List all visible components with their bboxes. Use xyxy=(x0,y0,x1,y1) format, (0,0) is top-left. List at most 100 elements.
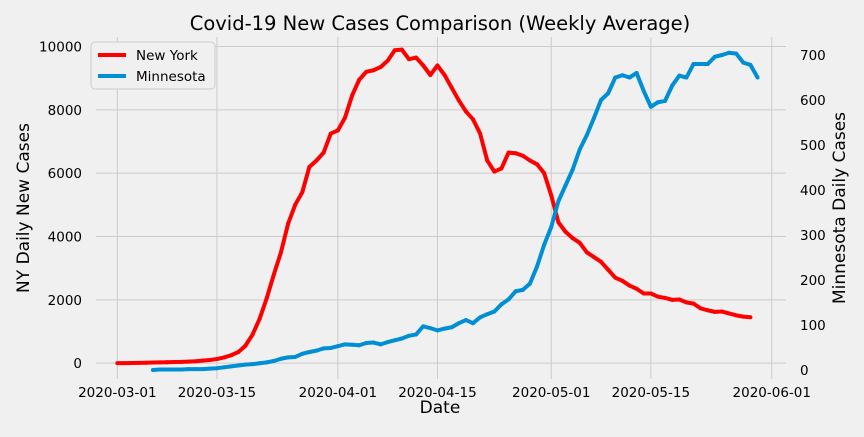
data-point-new-york xyxy=(641,291,646,296)
data-point-new-york xyxy=(115,361,120,366)
data-point-new-york xyxy=(371,68,376,73)
data-point-minnesota xyxy=(250,362,255,367)
data-point-minnesota xyxy=(698,62,703,66)
data-point-minnesota xyxy=(179,367,184,372)
data-point-new-york xyxy=(471,117,476,122)
data-point-new-york xyxy=(229,353,234,358)
data-point-minnesota xyxy=(364,341,369,345)
data-point-new-york xyxy=(670,297,675,302)
x-tick-label: 2020-04-01 xyxy=(299,385,377,401)
data-point-minnesota xyxy=(150,368,155,372)
data-point-minnesota xyxy=(670,83,675,88)
data-point-minnesota xyxy=(435,328,440,333)
data-point-minnesota xyxy=(257,361,262,366)
data-point-minnesota xyxy=(549,224,554,229)
data-point-minnesota xyxy=(300,351,305,356)
y-left-tick-label: 10000 xyxy=(39,40,82,56)
data-point-new-york xyxy=(406,57,411,62)
x-tick-label: 2020-06-01 xyxy=(733,385,811,401)
data-point-minnesota xyxy=(499,302,504,307)
data-point-minnesota xyxy=(165,367,170,372)
data-point-minnesota xyxy=(193,367,198,372)
data-point-minnesota xyxy=(719,53,724,57)
data-point-new-york xyxy=(542,171,547,176)
data-point-minnesota xyxy=(207,366,212,371)
y-axis-right-label: Minnesota Daily Cases xyxy=(830,112,850,304)
data-point-minnesota xyxy=(627,75,632,80)
data-point-minnesota xyxy=(542,242,547,247)
data-point-new-york xyxy=(556,220,561,225)
data-point-new-york xyxy=(627,283,632,288)
data-point-minnesota xyxy=(741,60,746,65)
data-point-minnesota xyxy=(648,104,653,109)
data-point-new-york xyxy=(399,47,404,52)
data-point-minnesota xyxy=(705,62,710,66)
y-right-tick-label: 300 xyxy=(800,228,826,244)
data-point-new-york xyxy=(606,267,611,272)
data-point-minnesota xyxy=(727,50,732,55)
data-point-minnesota xyxy=(641,89,646,93)
y-left-tick-label: 6000 xyxy=(48,166,82,182)
data-point-new-york xyxy=(463,109,468,114)
data-point-minnesota xyxy=(449,325,454,330)
data-point-new-york xyxy=(506,150,511,155)
y-left-tick-label: 8000 xyxy=(48,103,82,119)
data-point-new-york xyxy=(712,309,717,314)
data-point-minnesota xyxy=(599,98,604,102)
data-point-minnesota xyxy=(456,321,461,326)
data-point-new-york xyxy=(314,158,319,163)
data-point-minnesota xyxy=(527,281,532,286)
legend-label-new-york: New York xyxy=(136,48,198,64)
data-point-minnesota xyxy=(357,343,362,348)
data-point-new-york xyxy=(442,73,447,77)
data-point-new-york xyxy=(456,98,461,103)
y-left-tick-label: 2000 xyxy=(48,293,82,309)
data-point-new-york xyxy=(492,169,497,174)
data-point-new-york xyxy=(719,309,724,314)
data-point-new-york xyxy=(286,221,291,226)
data-point-minnesota xyxy=(691,62,696,66)
data-point-new-york xyxy=(599,259,604,264)
data-point-minnesota xyxy=(513,289,518,294)
data-point-minnesota xyxy=(734,51,739,56)
data-point-new-york xyxy=(264,296,269,301)
data-point-new-york xyxy=(122,361,127,366)
data-point-minnesota xyxy=(655,100,660,105)
y-axis-left-label: NY Daily New Cases xyxy=(14,123,34,293)
data-point-minnesota xyxy=(307,350,312,354)
data-point-new-york xyxy=(535,162,540,167)
chart-title: Covid-19 New Cases Comparison (Weekly Av… xyxy=(190,12,691,35)
data-point-new-york xyxy=(158,360,163,365)
y-right-tick-label: 200 xyxy=(800,273,826,289)
data-point-minnesota xyxy=(200,367,205,372)
data-point-new-york xyxy=(584,250,589,255)
data-point-new-york xyxy=(350,93,355,98)
data-point-new-york xyxy=(236,350,241,355)
data-point-minnesota xyxy=(428,326,433,331)
data-point-minnesota xyxy=(236,363,241,368)
data-point-minnesota xyxy=(172,367,177,372)
data-point-new-york xyxy=(222,355,227,360)
data-point-minnesota xyxy=(684,75,689,80)
x-tick-label: 2020-05-01 xyxy=(512,385,590,401)
data-point-minnesota xyxy=(506,297,511,302)
data-point-new-york xyxy=(435,63,440,68)
data-point-new-york xyxy=(513,151,518,156)
data-point-minnesota xyxy=(577,147,582,152)
data-point-minnesota xyxy=(186,367,191,372)
series-layer xyxy=(115,47,760,372)
data-point-new-york xyxy=(549,193,554,198)
data-point-new-york xyxy=(520,153,525,158)
data-point-new-york xyxy=(172,360,177,365)
y-right-tick-label: 100 xyxy=(800,318,826,334)
legend: New York Minnesota xyxy=(90,41,216,90)
data-point-minnesota xyxy=(421,324,426,329)
data-point-new-york xyxy=(378,65,383,70)
data-point-minnesota xyxy=(335,344,340,349)
data-point-new-york xyxy=(527,158,532,163)
data-point-minnesota xyxy=(563,183,568,188)
x-tick-label: 2020-03-15 xyxy=(178,385,256,401)
data-point-minnesota xyxy=(755,75,760,80)
